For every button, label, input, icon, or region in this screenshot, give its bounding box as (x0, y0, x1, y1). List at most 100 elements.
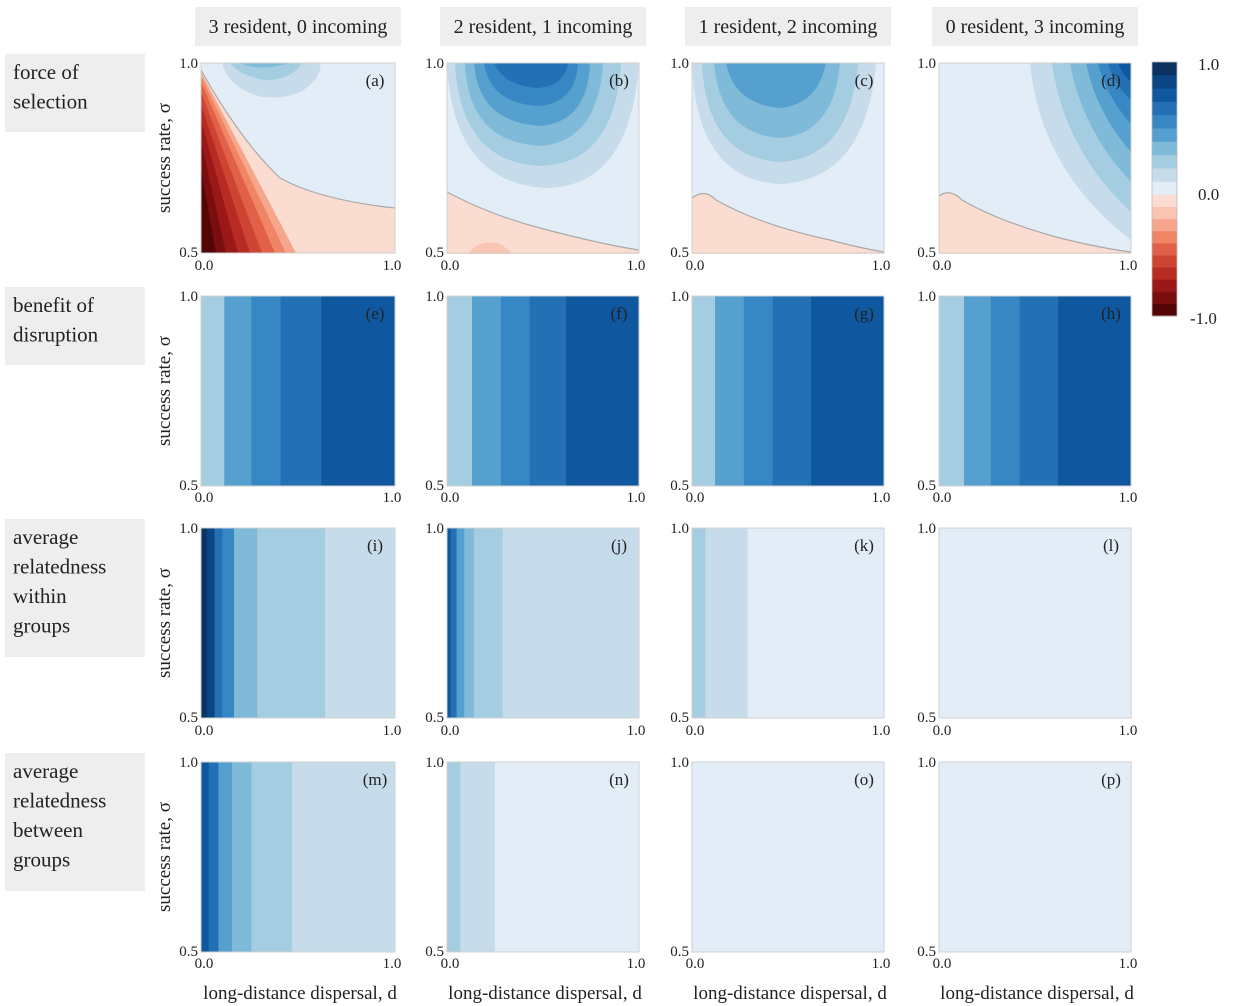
panel-frame (446, 527, 640, 719)
x-tick-label: 0.0 (933, 723, 952, 739)
contour-band (500, 296, 530, 486)
y-tick-label: 0.5 (670, 710, 689, 726)
x-tick-label: 0.0 (195, 258, 214, 274)
y-tick-label: 1.0 (179, 755, 198, 771)
contour-band (201, 296, 225, 486)
y-tick-label: 1.0 (917, 289, 936, 305)
x-tick-label: 0.0 (441, 258, 460, 274)
x-tick-label: 1.0 (627, 956, 646, 972)
panel-frame (200, 527, 396, 719)
contour-band (460, 762, 496, 952)
panel-b-contours (447, 63, 639, 254)
contour-band (692, 762, 885, 952)
y-axis-label: success rate, σ (154, 336, 175, 446)
y-tick-label: 1.0 (670, 755, 689, 771)
y-tick-label: 0.5 (917, 245, 936, 261)
y-tick-label: 1.0 (179, 289, 198, 305)
y-tick-label: 0.5 (670, 944, 689, 960)
contour-band (692, 296, 716, 486)
y-tick-label: 1.0 (425, 56, 444, 72)
x-tick-label: 1.0 (383, 956, 402, 972)
row-header-line: benefit of (13, 293, 94, 317)
y-tick-label: 1.0 (670, 521, 689, 537)
panel-label: (o) (854, 770, 874, 789)
row-header-box (5, 54, 145, 132)
x-tick-label: 1.0 (383, 490, 402, 506)
contour-band (939, 296, 965, 486)
contour-band (325, 528, 396, 718)
x-tick-label: 0.0 (933, 490, 952, 506)
panel-label: (g) (854, 304, 874, 323)
x-axis-label: long-distance dispersal, d (693, 983, 887, 1004)
colorbar-step (1152, 141, 1177, 156)
y-tick-label: 1.0 (425, 289, 444, 305)
y-tick-label: 1.0 (179, 521, 198, 537)
contour-band (963, 296, 992, 486)
row-header-line: disruption (13, 323, 99, 347)
contour-band (233, 528, 258, 718)
panel-frame (200, 295, 396, 487)
x-tick-label: 0.0 (686, 723, 705, 739)
column-header: 2 resident, 1 incoming (454, 16, 633, 38)
panel-d-contours (939, 63, 1131, 254)
panel-label: (j) (611, 536, 627, 555)
panel-label: (d) (1101, 71, 1121, 90)
x-tick-label: 0.0 (195, 723, 214, 739)
contour-band (473, 528, 504, 718)
x-tick-label: 1.0 (383, 258, 402, 274)
colorbar-step (1152, 267, 1177, 281)
contour-band (743, 296, 774, 486)
colorbar-tick: 1.0 (1198, 55, 1219, 74)
x-tick-label: 1.0 (627, 258, 646, 274)
x-tick-label: 0.0 (686, 258, 705, 274)
x-tick-label: 0.0 (441, 490, 460, 506)
contour-band (201, 528, 208, 718)
contour-band (715, 296, 745, 486)
colorbar-step (1152, 155, 1177, 169)
contour-band (224, 296, 252, 486)
contour-regions (201, 63, 1131, 254)
colorbar-frame (1151, 61, 1178, 317)
x-tick-label: 1.0 (872, 956, 891, 972)
panel-label: (c) (855, 71, 874, 90)
y-tick-label: 1.0 (425, 521, 444, 537)
colorbar-step (1152, 195, 1177, 208)
panel-a-contours (201, 63, 395, 253)
panel-frame (691, 761, 885, 953)
x-tick-label: 0.0 (441, 956, 460, 972)
y-axis-label: success rate, σ (154, 568, 175, 678)
column-header: 1 resident, 2 incoming (699, 16, 878, 38)
colorbar-tick: -1.0 (1190, 309, 1217, 328)
x-tick-label: 1.0 (1119, 490, 1138, 506)
row-header-line: average (13, 759, 78, 783)
panel-frame (938, 527, 1132, 719)
contour-band (447, 762, 461, 952)
contour-band (939, 762, 1132, 952)
contour-band (464, 528, 475, 718)
y-tick-label: 0.5 (670, 245, 689, 261)
y-tick-label: 1.0 (917, 56, 936, 72)
y-axis-label: success rate, σ (154, 103, 175, 213)
contour-band (990, 296, 1021, 486)
panel-label: (p) (1101, 770, 1121, 789)
y-tick-label: 0.5 (425, 245, 444, 261)
y-tick-label: 0.5 (179, 478, 198, 494)
x-tick-label: 0.0 (195, 490, 214, 506)
contour-band (280, 296, 322, 486)
x-tick-label: 0.0 (933, 956, 952, 972)
contour-band (811, 296, 885, 486)
y-tick-label: 1.0 (179, 56, 198, 72)
colorbar-step (1152, 207, 1177, 220)
y-tick-label: 0.5 (425, 710, 444, 726)
x-tick-label: 1.0 (1119, 258, 1138, 274)
y-tick-label: 1.0 (917, 521, 936, 537)
panel-frame (938, 295, 1132, 487)
colorbar-step (1152, 255, 1177, 268)
contour-band (232, 762, 252, 952)
row-header-line: groups (13, 848, 70, 872)
contour-band (206, 528, 215, 718)
row-header-line: average (13, 525, 78, 549)
x-tick-label: 1.0 (872, 258, 891, 274)
colorbar-step (1152, 243, 1177, 256)
y-tick-label: 0.5 (179, 944, 198, 960)
